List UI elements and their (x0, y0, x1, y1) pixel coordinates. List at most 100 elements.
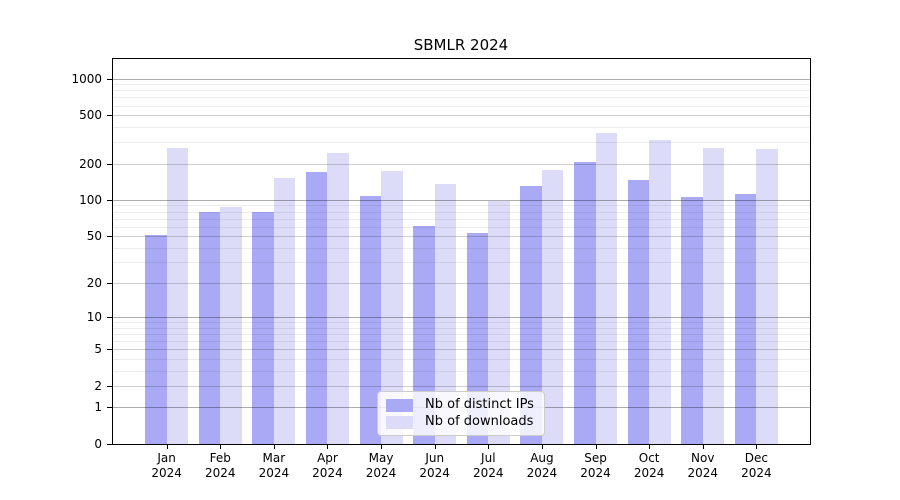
gridline-y-2 (113, 385, 810, 387)
y-tick-50 (107, 236, 113, 238)
x-tick-label-jun-2024: Jun 2024 (419, 451, 450, 480)
y-tick-label-1: 1 (94, 400, 102, 415)
x-tick-feb-2024 (220, 445, 222, 449)
bar-downloads-dec-2024 (756, 148, 778, 444)
bar-distinct-ips-oct-2024 (627, 180, 650, 444)
gridline-y-500 (113, 115, 810, 117)
legend-label-distinct-ips: Nb of distinct IPs (425, 397, 534, 412)
gridline-y-900 (113, 84, 810, 86)
x-tick-jun-2024 (434, 445, 436, 449)
x-tick-oct-2024 (649, 445, 651, 449)
y-tick-10 (107, 317, 113, 319)
gridline-y-5 (113, 349, 810, 351)
x-tick-may-2024 (381, 445, 383, 449)
bar-downloads-jan-2024 (166, 147, 189, 444)
gridline-y-300 (113, 142, 810, 144)
bar-downloads-sep-2024 (595, 132, 618, 444)
y-tick-label-2: 2 (94, 378, 102, 393)
legend-swatch-distinct-ips (386, 398, 413, 412)
y-tick-label-50: 50 (86, 229, 102, 244)
bar-distinct-ips-apr-2024 (305, 172, 328, 444)
chart-title: SBMLR 2024 (413, 36, 509, 54)
gridline-y-400 (113, 127, 810, 128)
bar-downloads-mar-2024 (273, 178, 296, 444)
y-tick-2 (107, 385, 113, 387)
gridline-y-9 (113, 322, 810, 324)
gridline-y-6 (113, 341, 810, 343)
legend-item-downloads: Nb of downloads (386, 415, 536, 429)
bar-distinct-ips-feb-2024 (198, 212, 221, 444)
legend: Nb of distinct IPs Nb of downloads (377, 391, 545, 436)
gridline-y-30 (113, 262, 810, 264)
legend-label-downloads: Nb of downloads (425, 414, 534, 429)
gridline-y-3 (113, 370, 810, 372)
gridline-y-80 (113, 211, 810, 213)
y-tick-20 (107, 282, 113, 284)
bar-downloads-jun-2024 (434, 184, 457, 444)
x-tick-label-oct-2024: Oct 2024 (633, 451, 665, 480)
gridline-y-800 (113, 90, 810, 92)
bar-distinct-ips-jan-2024 (145, 235, 167, 444)
bar-distinct-ips-sep-2024 (574, 161, 596, 444)
gridline-y-4 (113, 358, 810, 360)
gridline-y-10 (113, 317, 810, 319)
y-tick-label-1000: 1000 (71, 71, 102, 86)
x-tick-sep-2024 (595, 445, 597, 449)
x-tick-label-jan-2024: Jan 2024 (151, 451, 182, 480)
gridline-y-600 (113, 105, 810, 107)
y-tick-label-0: 0 (94, 437, 102, 451)
x-tick-nov-2024 (702, 445, 704, 449)
bar-downloads-nov-2024 (702, 147, 725, 444)
x-tick-jan-2024 (166, 445, 168, 449)
x-tick-label-aug-2024: Aug 2024 (526, 451, 558, 480)
y-tick-1 (107, 407, 113, 409)
bar-distinct-ips-may-2024 (359, 196, 382, 444)
plot-area (112, 58, 811, 445)
bar-distinct-ips-jun-2024 (413, 225, 435, 444)
bar-downloads-may-2024 (381, 171, 403, 444)
x-tick-jul-2024 (488, 445, 490, 449)
y-tick-label-20: 20 (86, 275, 102, 290)
y-tick-500 (107, 115, 113, 117)
x-tick-label-dec-2024: Dec 2024 (741, 451, 772, 480)
x-tick-mar-2024 (273, 445, 275, 449)
gridline-y-60 (113, 226, 810, 228)
gridline-y-8 (113, 327, 810, 329)
gridline-y-1000 (113, 78, 810, 80)
gridline-y-100 (113, 199, 810, 201)
legend-swatch-downloads (386, 415, 413, 429)
x-tick-label-may-2024: May 2024 (365, 451, 397, 480)
gridline-y-20 (113, 282, 810, 284)
bar-downloads-feb-2024 (220, 206, 242, 444)
x-tick-label-feb-2024: Feb 2024 (204, 451, 236, 480)
y-tick-label-500: 500 (79, 108, 102, 123)
y-tick-200 (107, 163, 113, 165)
y-tick-label-5: 5 (94, 342, 102, 357)
x-tick-dec-2024 (756, 445, 758, 449)
x-tick-label-mar-2024: Mar 2024 (258, 451, 290, 480)
x-tick-label-apr-2024: Apr 2024 (312, 451, 343, 480)
bar-downloads-oct-2024 (649, 139, 671, 444)
x-tick-label-jul-2024: Jul 2024 (473, 451, 504, 480)
y-tick-100 (107, 199, 113, 201)
x-tick-label-sep-2024: Sep 2024 (580, 451, 611, 480)
bar-distinct-ips-dec-2024 (734, 194, 757, 444)
y-tick-5 (107, 349, 113, 351)
bar-distinct-ips-aug-2024 (520, 186, 542, 444)
gridline-y-7 (113, 334, 810, 336)
bar-distinct-ips-nov-2024 (681, 196, 703, 444)
x-tick-aug-2024 (541, 445, 543, 449)
gridline-y-50 (113, 236, 810, 238)
bar-downloads-apr-2024 (327, 152, 349, 444)
bar-downloads-aug-2024 (541, 170, 564, 444)
bar-distinct-ips-mar-2024 (252, 212, 274, 444)
gridline-y-200 (113, 163, 810, 165)
gridline-y-90 (113, 205, 810, 207)
bar-downloads-jul-2024 (488, 201, 510, 444)
x-tick-apr-2024 (327, 445, 329, 449)
y-tick-0 (107, 444, 113, 445)
legend-item-distinct-ips: Nb of distinct IPs (386, 398, 536, 412)
gridline-y-700 (113, 97, 810, 99)
x-tick-label-nov-2024: Nov 2024 (687, 451, 719, 480)
y-tick-label-10: 10 (86, 310, 102, 325)
